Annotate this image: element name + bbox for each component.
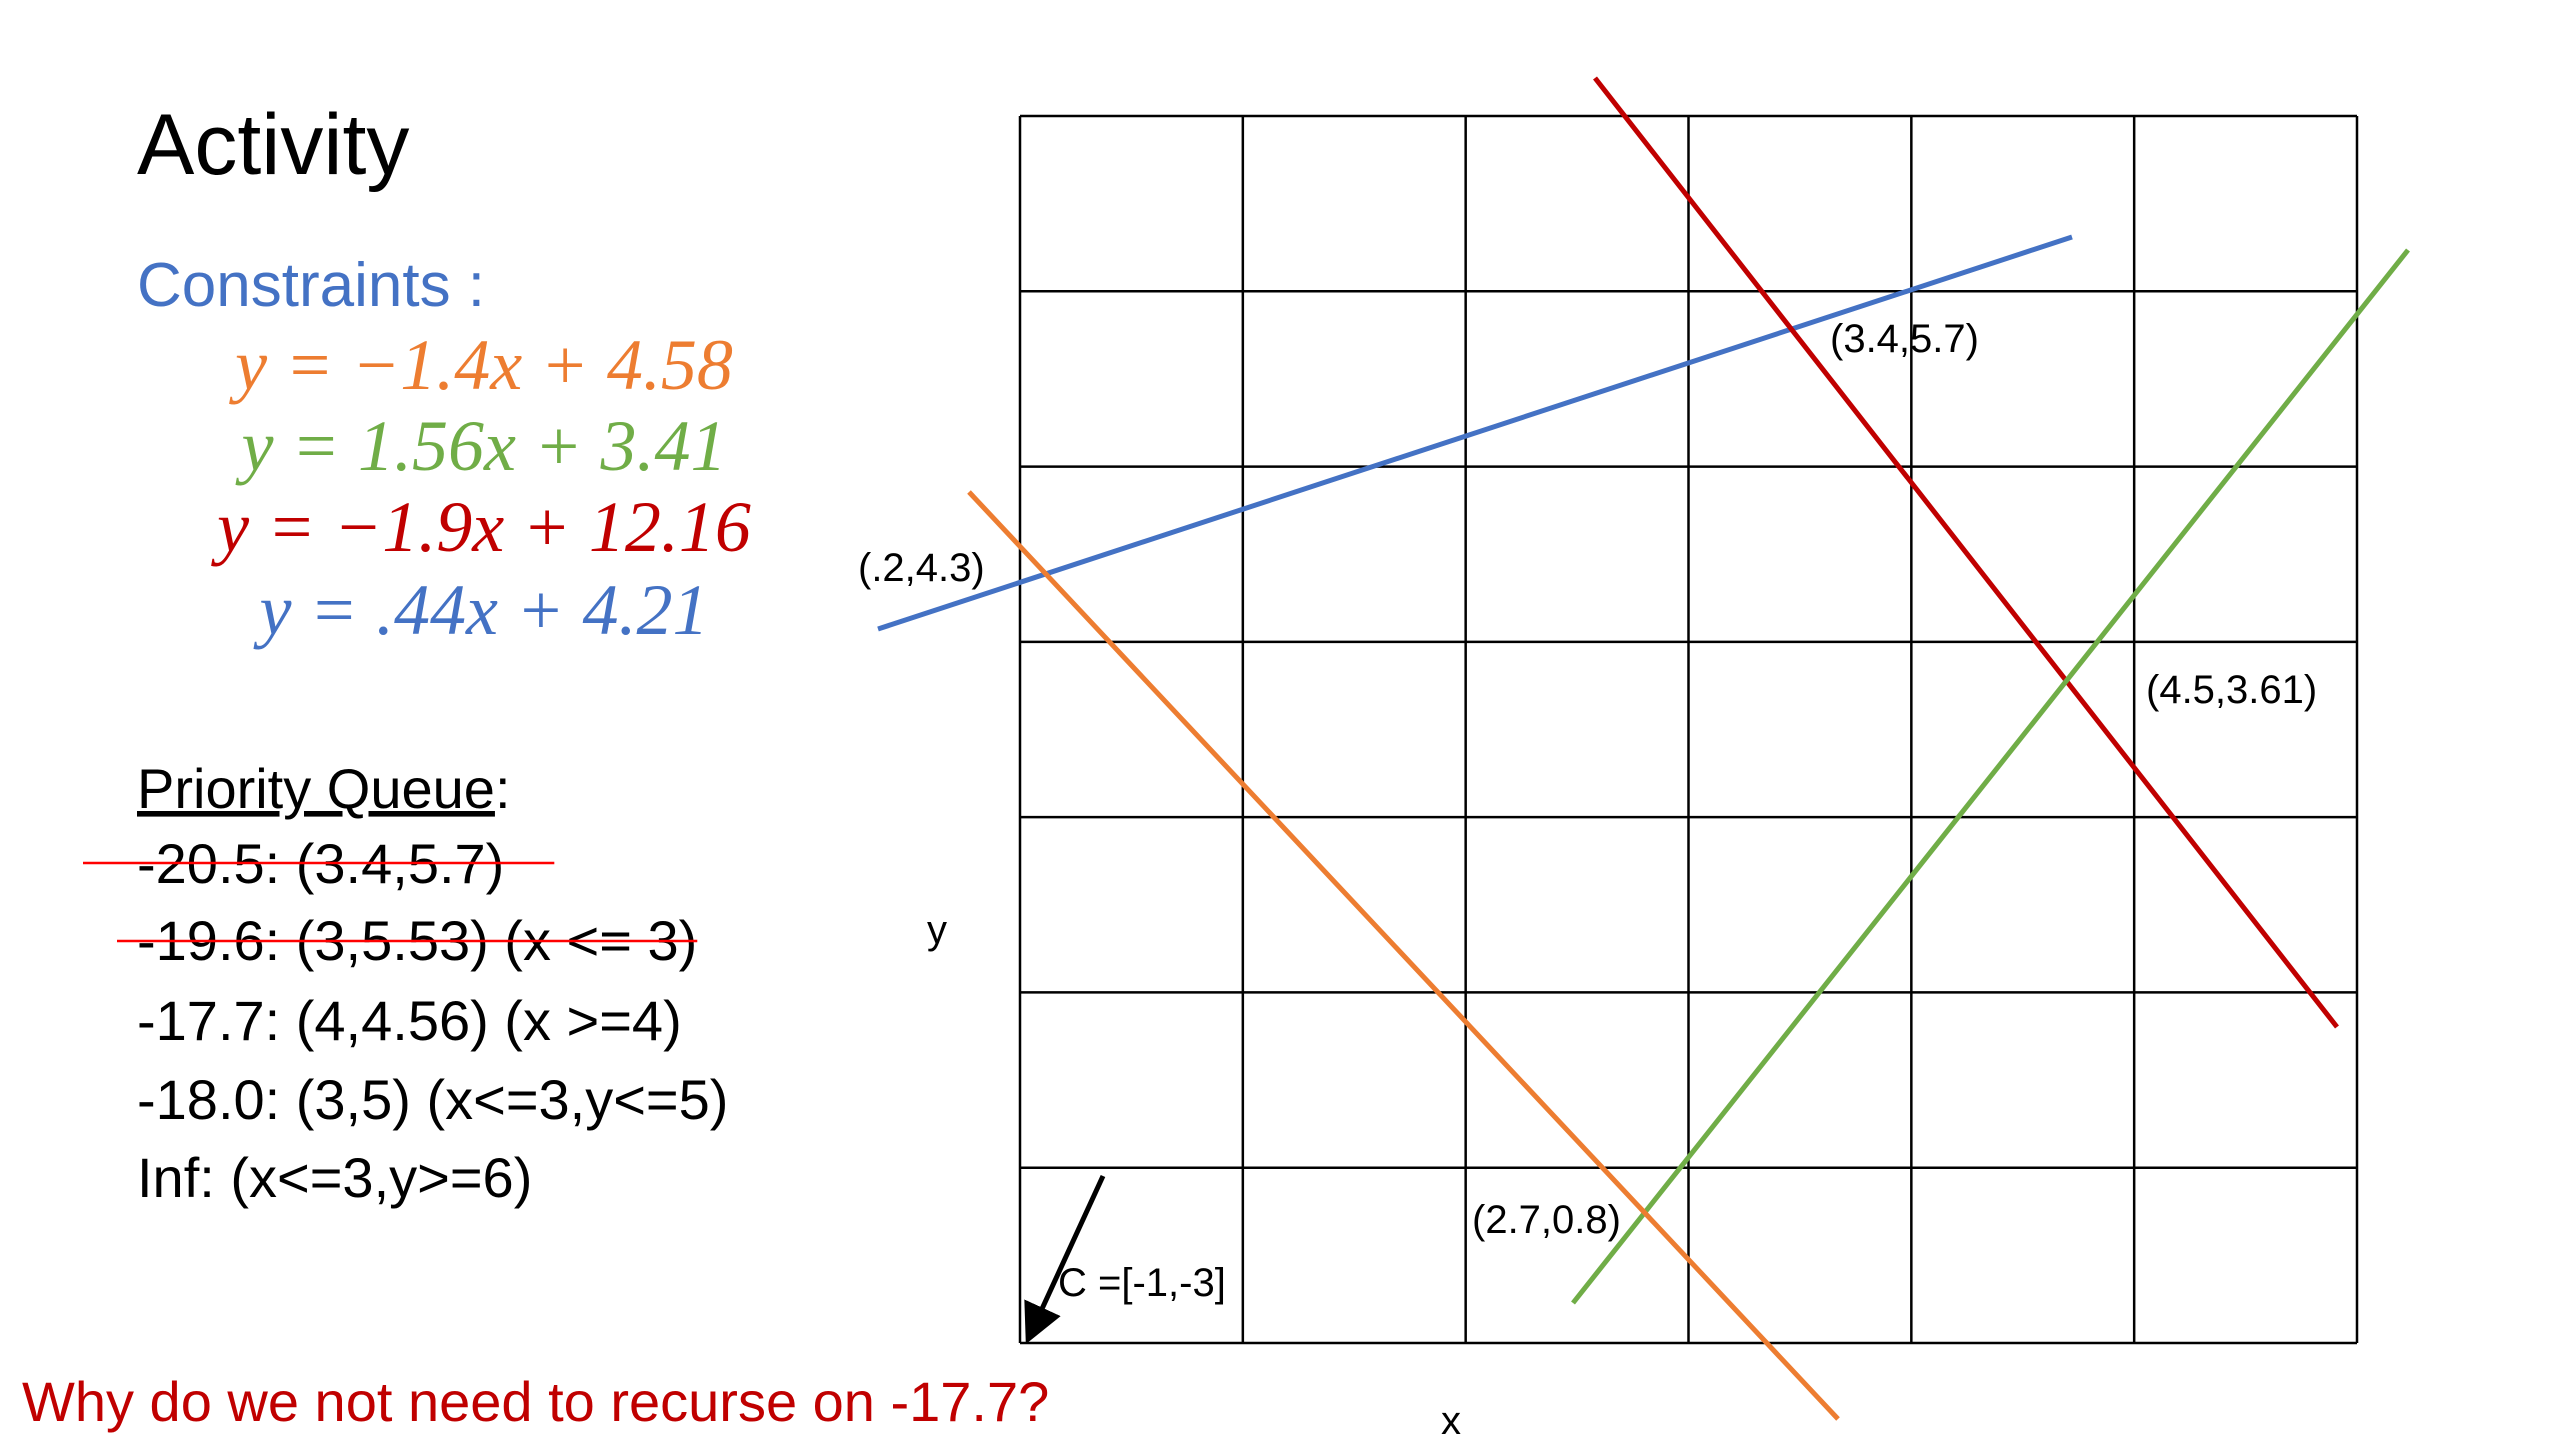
equation: y = .44x + 4.21 bbox=[252, 570, 708, 650]
orange-line bbox=[967, 490, 1840, 1421]
point-label: (2.7,0.8) bbox=[1472, 1198, 1621, 1242]
point-label: (.2,4.3) bbox=[858, 546, 985, 590]
point-label: (4.5,3.61) bbox=[2146, 668, 2317, 712]
x-axis-label: x bbox=[1441, 1399, 1461, 1440]
queue-heading-suffix: : bbox=[495, 757, 511, 820]
queue-item: Inf: (x<=3,y>=6) bbox=[137, 1146, 532, 1209]
vector-arrow bbox=[1024, 1174, 1106, 1345]
queue-heading: Priority Queue: bbox=[137, 757, 511, 820]
queue-heading-text: Priority Queue bbox=[137, 757, 495, 820]
constraints-heading: Constraints : bbox=[137, 251, 485, 320]
question: Why do we not need to recurse on -17.7? bbox=[22, 1370, 1049, 1433]
y-axis-label: y bbox=[927, 908, 947, 952]
equation: y = 1.56x + 3.41 bbox=[234, 406, 726, 486]
blue-line bbox=[877, 234, 2073, 632]
equation: y = −1.9x + 12.16 bbox=[210, 487, 751, 567]
title: Activity bbox=[137, 97, 409, 193]
equation: y = −1.4x + 4.58 bbox=[228, 325, 733, 405]
queue-item: -18.0: (3,5) (x<=3,y<=5) bbox=[137, 1068, 728, 1131]
point-label: (3.4,5.7) bbox=[1830, 317, 1979, 361]
grid bbox=[1018, 114, 2359, 1345]
green-line bbox=[1571, 248, 2410, 1305]
red-line bbox=[1593, 76, 2339, 1029]
queue-item: -17.7: (4,4.56) (x >=4) bbox=[137, 989, 682, 1052]
vector-label: C =[-1,-3] bbox=[1058, 1261, 1226, 1305]
